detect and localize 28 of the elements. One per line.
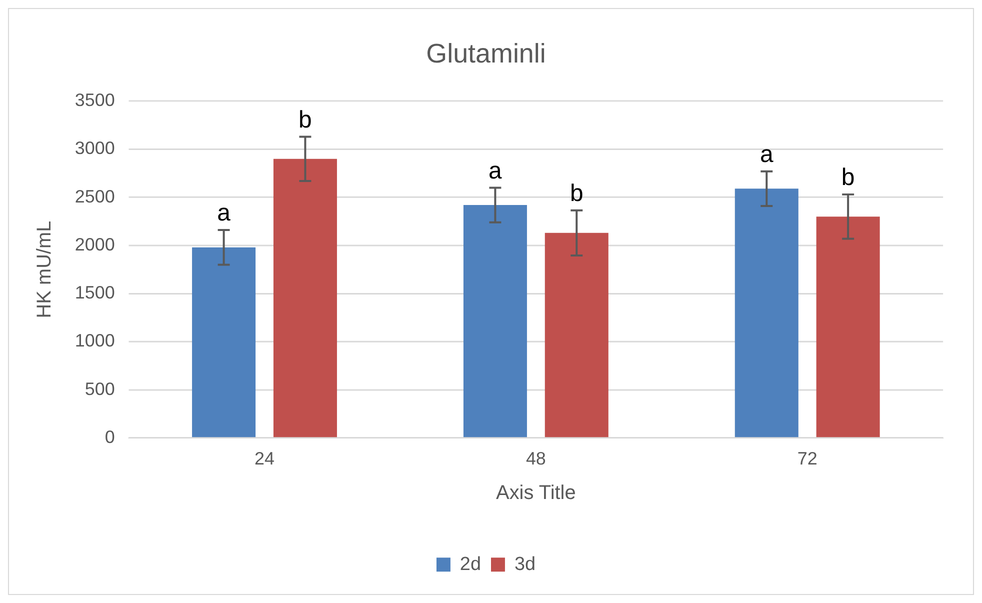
y-tick-label: 500: [84, 378, 115, 399]
data-label: b: [570, 180, 584, 207]
y-tick-label: 3500: [74, 90, 115, 110]
bar: [734, 188, 798, 438]
x-axis-title: Axis Title: [496, 482, 576, 504]
y-tick-label: 1000: [74, 330, 115, 351]
y-axis-title: HK mU/mL: [33, 220, 56, 318]
y-tick-label: 2500: [74, 186, 115, 206]
data-label: b: [298, 106, 312, 134]
x-tick-label: 72: [797, 448, 818, 469]
chart-title: Glutaminli: [426, 38, 546, 68]
data-label: a: [217, 200, 232, 227]
data-label: a: [760, 141, 774, 168]
bar: [192, 247, 256, 438]
data-label: a: [488, 157, 503, 184]
bar: [544, 232, 608, 438]
x-tick-label: 48: [526, 448, 546, 469]
legend-label: 3d: [514, 554, 536, 575]
bar: [816, 216, 880, 438]
bar: [273, 158, 337, 438]
y-tick-label: 2000: [74, 234, 115, 254]
x-tick-label: 24: [254, 448, 275, 469]
y-tick-label: 3000: [74, 138, 115, 158]
legend-label: 2d: [460, 554, 482, 575]
y-tick-label: 1500: [74, 282, 115, 303]
bar: [463, 205, 527, 438]
y-tick-label: 0: [104, 426, 115, 447]
data-label: b: [841, 164, 855, 192]
